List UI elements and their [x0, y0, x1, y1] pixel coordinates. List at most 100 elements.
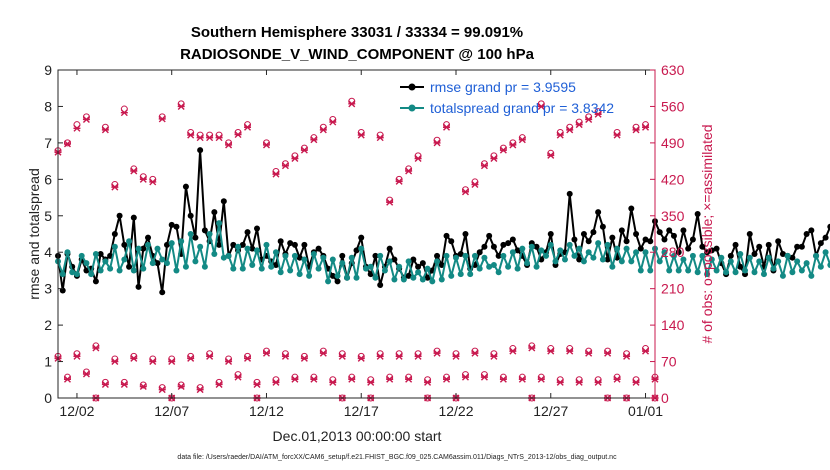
totalspread-point	[543, 252, 550, 259]
totalspread-point	[353, 274, 360, 281]
totalspread-point	[538, 247, 545, 254]
obs-assimilated-marker	[215, 380, 223, 388]
obs-possible-marker	[177, 381, 185, 389]
totalspread-point	[206, 231, 213, 237]
obs-assimilated-marker	[272, 378, 280, 386]
rmse-point	[145, 234, 152, 241]
rmse-point	[618, 227, 625, 234]
y-axis-left: 0 1 2 3 4 5 6 7 8 9	[44, 62, 63, 406]
rmse-point	[822, 234, 829, 241]
obs-assimilated-marker	[206, 134, 214, 142]
totalspread-point	[756, 258, 763, 265]
obs-assimilated-marker	[499, 146, 507, 154]
totalspread-point	[628, 258, 635, 265]
totalspread-point	[457, 271, 464, 278]
obs-assimilated-marker	[120, 109, 128, 117]
rmse-point	[585, 238, 592, 245]
totalspread-point	[775, 258, 782, 265]
obs-assimilated-marker	[215, 134, 223, 142]
totalspread-point	[794, 258, 801, 265]
obs-assimilated-marker	[244, 123, 252, 131]
rmse-point	[296, 254, 303, 261]
obs-assimilated-marker	[490, 352, 498, 360]
x-tick-label: 12/27	[533, 403, 568, 419]
totalspread-point	[760, 271, 767, 278]
obs-assimilated-marker	[244, 354, 252, 362]
rmse-point	[329, 272, 336, 279]
y-right-tick-label: 0	[661, 390, 669, 406]
totalspread-point	[192, 258, 199, 265]
totalspread-point	[490, 261, 497, 268]
rmse-point	[566, 190, 573, 197]
totalspread-point	[173, 267, 180, 274]
obs-assimilated-marker	[537, 102, 545, 110]
totalspread-point	[765, 254, 772, 261]
totalspread-point	[675, 267, 682, 274]
y-left-tick-label: 8	[44, 98, 52, 114]
rmse-point	[609, 234, 616, 241]
rmse-point	[685, 245, 692, 252]
legend-spread-marker	[408, 104, 416, 112]
totalspread-point	[737, 251, 744, 258]
obs-assimilated-marker	[642, 123, 650, 131]
rmse-point	[315, 245, 322, 252]
obs-assimilated-marker	[158, 386, 166, 394]
totalspread-point	[571, 252, 578, 259]
obs-assimilated-marker	[405, 375, 413, 383]
obs-assimilated-marker	[111, 358, 119, 366]
obs-assimilated-marker	[300, 354, 308, 362]
rmse-point	[291, 241, 298, 248]
rmse-point	[514, 247, 521, 254]
y-right-tick-label: 560	[661, 98, 685, 114]
y-left-tick-label: 7	[44, 135, 52, 151]
totalspread-point	[163, 260, 170, 267]
totalspread-point	[396, 263, 403, 270]
obs-assimilated-marker	[73, 352, 81, 360]
totalspread-point	[609, 263, 616, 270]
totalspread-point	[59, 271, 66, 278]
totalspread-point	[377, 252, 384, 259]
rmse-point	[216, 241, 223, 248]
rmse-point	[633, 231, 640, 237]
totalspread-point	[528, 243, 535, 250]
legend-rmse-label: rmse grand pr = 3.9595	[430, 79, 576, 95]
rmse-point	[604, 256, 611, 263]
y-left-tick-label: 2	[44, 317, 52, 333]
obs-assimilated-marker	[158, 115, 166, 123]
rmse-point	[126, 263, 133, 270]
rmse-point	[116, 212, 123, 219]
obs-assimilated-marker	[499, 375, 507, 383]
obs-assimilated-marker	[234, 131, 242, 139]
rmse-point	[391, 256, 398, 263]
rmse-point	[249, 245, 256, 252]
obs-assimilated-marker	[585, 349, 593, 357]
rmse-point	[419, 260, 426, 267]
totalspread-point	[268, 263, 275, 270]
totalspread-point	[576, 245, 583, 252]
rmse-point	[756, 243, 763, 250]
totalspread-point	[685, 267, 692, 274]
rmse-point	[580, 231, 587, 237]
rmse-point	[751, 251, 758, 258]
obs-assimilated-marker	[585, 115, 593, 123]
rmse-point	[666, 227, 673, 234]
obs-assimilated-marker	[443, 123, 451, 131]
totalspread-point	[121, 256, 128, 263]
obs-assimilated-marker	[329, 378, 337, 386]
totalspread-point	[590, 254, 597, 261]
totalspread-point	[557, 247, 564, 254]
totalspread-point	[708, 256, 715, 263]
totalspread-point	[689, 252, 696, 259]
totalspread-point	[429, 278, 436, 285]
totalspread-point	[235, 243, 242, 250]
rmse-point	[140, 245, 147, 252]
obs-assimilated-marker	[509, 347, 517, 355]
obs-assimilated-marker	[594, 110, 602, 118]
rmse-point	[547, 231, 554, 237]
rmse-point	[670, 232, 677, 239]
totalspread-point	[495, 269, 502, 276]
totalspread-point	[358, 245, 365, 252]
totalspread-point	[102, 258, 109, 265]
obs-assimilated-marker	[433, 139, 441, 147]
totalspread-point	[514, 265, 521, 272]
